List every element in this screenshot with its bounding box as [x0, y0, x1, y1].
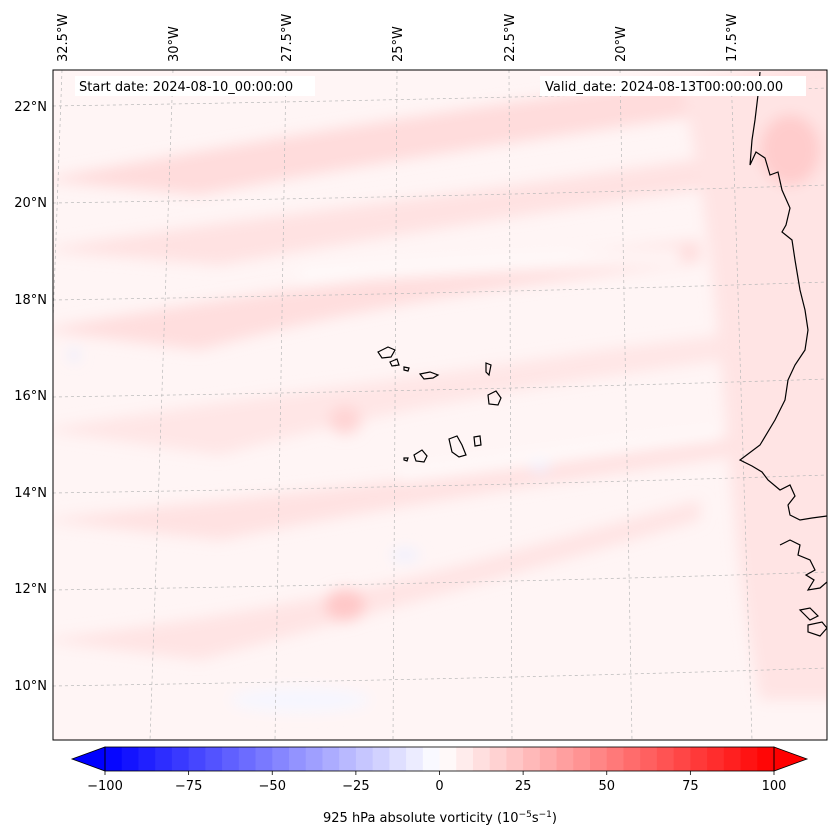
colorbar-segment: [723, 747, 742, 771]
colorbar-segment: [556, 747, 574, 771]
lon-label: 22.5°W: [503, 14, 518, 62]
lat-label: 22°N: [14, 100, 47, 115]
lat-label: 10°N: [14, 679, 47, 694]
colorbar-max-extension: [773, 746, 809, 772]
lat-label: 20°N: [14, 196, 47, 211]
lat-label: 14°N: [14, 486, 47, 501]
colorbar-segment: [523, 747, 541, 771]
colorbar-label: 925 hPa absolute vorticity (10−5s−1): [323, 810, 557, 826]
colorbar: −100 −75 −50 −25 0 25 50 75 100 925 hPa absolute…: [70, 746, 809, 826]
colorbar-tick-label: 25: [515, 779, 532, 794]
colorbar-segment: [740, 747, 758, 771]
colorbar-tick-label: −100: [87, 779, 123, 794]
lon-label: 17.5°W: [725, 14, 740, 62]
colorbar-segment: [305, 747, 324, 771]
colorbar-segment: [238, 747, 257, 771]
colorbar-segment: [590, 747, 608, 771]
colorbar-min-extension: [70, 746, 106, 772]
colorbar-segment: [623, 747, 641, 771]
colorbar-segment: [121, 747, 140, 771]
valid-date-text: Valid_date: 2024-08-13T00:00:00.00: [545, 80, 783, 95]
colorbar-segment: [757, 747, 775, 771]
colorbar-tick-label: 100: [762, 779, 787, 794]
start-date-text: Start date: 2024-08-10_00:00:00: [79, 80, 293, 95]
start-date-box: [75, 76, 315, 96]
colorbar-segments: [105, 747, 775, 771]
valid-date-box: [540, 76, 806, 96]
colorbar-segment: [255, 747, 273, 771]
colorbar-segment: [472, 747, 491, 771]
lat-label: 12°N: [14, 582, 47, 597]
colorbar-segment: [105, 747, 123, 771]
colorbar-tick-label: −25: [342, 779, 369, 794]
lon-label: 25°W: [391, 26, 406, 62]
colorbar-segment: [456, 747, 474, 771]
lat-label: 18°N: [14, 293, 47, 308]
colorbar-segment: [372, 747, 390, 771]
longitude-labels: 32.5°W 30°W 27.5°W 25°W 22.5°W 20°W 17.5…: [56, 14, 740, 62]
colorbar-segment: [707, 747, 725, 771]
colorbar-segment: [339, 747, 357, 771]
latitude-labels: 22°N 20°N 18°N 16°N 14°N 12°N 10°N: [14, 100, 47, 694]
colorbar-segment: [188, 747, 206, 771]
colorbar-segment: [205, 747, 223, 771]
colorbar-segment: [690, 747, 708, 771]
lon-label: 32.5°W: [56, 14, 71, 62]
colorbar-segment: [439, 747, 457, 771]
colorbar-segment: [171, 747, 190, 771]
colorbar-segment: [489, 747, 508, 771]
lon-label: 30°W: [167, 26, 182, 62]
colorbar-segment: [222, 747, 240, 771]
lon-label: 27.5°W: [280, 14, 295, 62]
colorbar-segment: [322, 747, 340, 771]
colorbar-segment: [506, 747, 524, 771]
colorbar-ticks: −100 −75 −50 −25 0 25 50 75 100: [87, 771, 786, 794]
colorbar-segment: [539, 747, 558, 771]
colorbar-tick-label: 75: [682, 779, 699, 794]
coastline-africa: [738, 71, 827, 637]
colorbar-tick-label: −75: [175, 779, 202, 794]
colorbar-segment: [155, 747, 173, 771]
colorbar-tick-label: 0: [435, 779, 443, 794]
lat-label: 16°N: [14, 389, 47, 404]
cape-verde-islands: [377, 346, 502, 463]
map-panel: Start date: 2024-08-10_00:00:00 Valid_da…: [52, 69, 828, 741]
colorbar-tick-label: −50: [259, 779, 286, 794]
colorbar-segment: [138, 747, 156, 771]
lon-label: 20°W: [614, 26, 629, 62]
gridlines: [53, 70, 827, 740]
colorbar-segment: [406, 747, 424, 771]
colorbar-segment: [573, 747, 591, 771]
colorbar-segment: [355, 747, 374, 771]
colorbar-segment: [422, 747, 441, 771]
colorbar-segment: [606, 747, 625, 771]
colorbar-segment: [389, 747, 407, 771]
colorbar-segment: [288, 747, 307, 771]
colorbar-segment: [656, 747, 675, 771]
map-frame: [52, 69, 828, 741]
colorbar-segment: [640, 747, 658, 771]
colorbar-tick-label: 50: [598, 779, 615, 794]
colorbar-segment: [673, 747, 691, 771]
colorbar-segment: [272, 747, 290, 771]
vorticity-field: [53, 70, 827, 712]
